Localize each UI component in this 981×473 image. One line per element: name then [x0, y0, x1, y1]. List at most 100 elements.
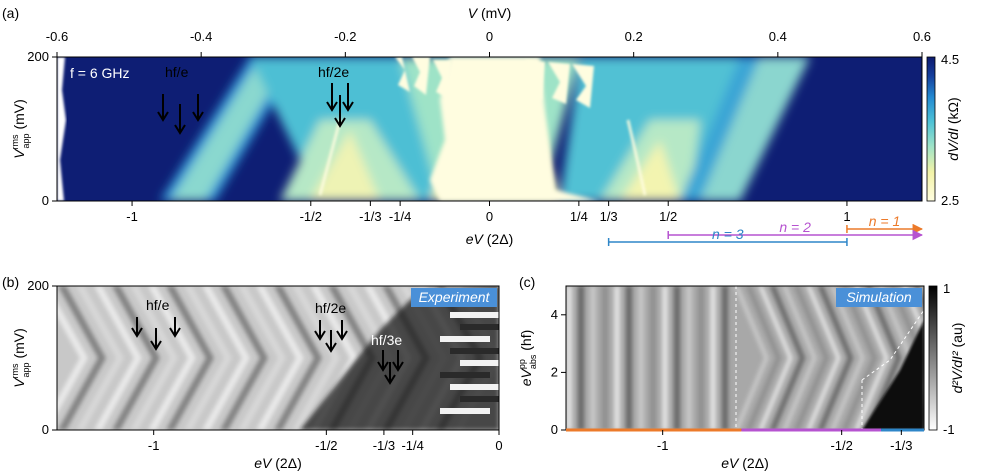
y-tick-label: 0 — [42, 193, 49, 208]
panel-b-hf-e: hf/e — [146, 297, 170, 313]
y-label-sup: rms — [10, 134, 20, 149]
bottom-tick-label: 1/4 — [570, 209, 588, 224]
c-x-label-var: eV — [721, 455, 740, 471]
c-texture-stripe — [638, 286, 644, 430]
top-axis-label-unit: (mV) — [477, 5, 511, 21]
panel-b: (b) Experiment hf/e hf/2e hf/3e -1 -1/2 -1… — [2, 274, 503, 471]
panel-b-x-axis-label: eV (2Δ) — [254, 455, 301, 471]
b-x-tick-label: -1/3 — [373, 438, 395, 453]
panel-a-top-axis-label: V (mV) — [468, 5, 512, 21]
y-label-main: V — [11, 148, 27, 159]
c-x-tick-label: -1 — [657, 438, 669, 453]
bottom-axis-label-unit: (2Δ) — [483, 231, 513, 247]
c-texture-stripe — [650, 286, 656, 430]
colorbar-c-label-unit: (au) — [949, 323, 965, 352]
top-tick-label: 0.2 — [625, 29, 643, 44]
bottom-tick-label: 1/3 — [600, 209, 618, 224]
colorbar-c-min: -1 — [943, 422, 955, 437]
panel-c-colorbar: 1 -1 d²V/dI² (au) — [928, 281, 965, 437]
c-x-tick-label: -1/2 — [830, 438, 852, 453]
bottom-tick-label: 1 — [843, 209, 850, 224]
c-texture-stripe — [686, 286, 692, 430]
b-texture-block — [460, 324, 499, 330]
panel-c-x-axis-label: eV (2Δ) — [721, 455, 768, 471]
colorbar-a-label-main: dV/dI — [945, 128, 961, 161]
top-tick-label: -0.2 — [334, 29, 356, 44]
arrow-hf-2e-2 — [334, 95, 346, 128]
b-texture-stripe — [57, 302, 88, 414]
c-texture-stripe — [590, 286, 596, 430]
panel-c-x-axis: -1 -1/2 -1/3 eV (2Δ) — [657, 430, 913, 471]
hf-e-annotation: hf/e — [165, 64, 189, 80]
panel-b-heatmap — [57, 286, 499, 430]
panel-b-arrows — [131, 317, 404, 385]
colorbar-c — [928, 285, 938, 431]
hf-2e-annotation: hf/2e — [318, 64, 349, 80]
b-x-label-var: eV — [254, 455, 273, 471]
c-texture-stripe — [698, 286, 704, 430]
b-y-label-main: V — [11, 377, 27, 388]
c-texture-stripe — [662, 286, 668, 430]
panel-c-label: (c) — [519, 274, 535, 290]
panel-b-label: (b) — [2, 274, 19, 290]
b-y-label-sup: rms — [10, 363, 20, 378]
colorbar-a-min: 2.5 — [941, 193, 959, 208]
panel-a: (a) — [2, 5, 961, 247]
arrow-hf-e-2 — [174, 104, 186, 135]
b-y-label-sub: app — [21, 362, 31, 377]
b-texture-block — [460, 360, 499, 366]
panel-a-colorbar: 4.5 2.5 dV/dI (kΩ) — [926, 52, 961, 208]
panel-b-y-axis: 0 200 Vrmsapp (mV) — [10, 278, 57, 437]
top-tick-label: 0.4 — [769, 29, 787, 44]
c-y-label-sub: abs — [528, 354, 538, 369]
c-texture-stripe — [626, 286, 632, 430]
bottom-tick-label: -1/2 — [300, 209, 322, 224]
b-texture-block — [450, 312, 499, 318]
panel-c-heatmap — [566, 286, 924, 430]
c-texture-stripe — [602, 286, 608, 430]
c-texture-stripe — [614, 286, 620, 430]
y-tick-label: 200 — [27, 49, 49, 64]
panel-c-y-axis-label: eVppabs (hf) — [517, 330, 538, 387]
b-x-label-unit: (2Δ) — [271, 455, 301, 471]
panel-b-hf-3e: hf/3e — [371, 332, 402, 348]
top-tick-label: 0.6 — [913, 29, 931, 44]
b-texture-block — [450, 384, 499, 390]
panel-b-x-axis: -1 -1/2 -1/3 -1/4 0 eV (2Δ) — [148, 430, 503, 471]
c-y-tick-label: 0 — [551, 422, 558, 437]
arrow-hf-e-1 — [157, 94, 169, 122]
b-texture-block — [440, 372, 490, 378]
panel-a-heatmap — [57, 57, 922, 201]
panel-a-bottom-axis: -1 -1/2 -1/3 -1/4 0 1/4 1/3 1/2 1 eV (2Δ) — [126, 201, 851, 247]
panel-c: (c) Simulation -1 -1/2 -1/3 eV (2Δ) 0 2 4 eV… — [517, 274, 965, 471]
bottom-tick-label: 1/2 — [659, 209, 677, 224]
bottom-tick-label: -1/3 — [359, 209, 381, 224]
panel-a-label: (a) — [2, 5, 19, 21]
c-y-label-sup: pp — [517, 359, 527, 369]
panel-b-y-axis-label: Vrmsapp (mV) — [10, 328, 31, 388]
panel-a-y-axis: 0 200 Vrmsapp (mV) — [10, 49, 57, 208]
top-axis-label-var: V — [468, 5, 479, 21]
panel-a-arrows — [157, 83, 354, 135]
c-y-label-unit: (hf) — [518, 330, 534, 355]
experiment-tag — [411, 288, 497, 307]
colorbar-a-label: dV/dI (kΩ) — [945, 97, 961, 160]
top-tick-label: -0.6 — [46, 29, 68, 44]
c-texture-stripe — [722, 286, 728, 430]
b-texture-block — [440, 336, 490, 342]
bottom-tick-label: -1/4 — [389, 209, 411, 224]
y-label-unit: (mV) — [11, 99, 27, 133]
c-texture-stripe — [578, 286, 584, 430]
arrow-hf-e-3 — [192, 94, 204, 122]
simulation-tag — [836, 288, 922, 307]
b-y-label-unit: (mV) — [11, 328, 27, 362]
c-y-tick-label: 2 — [551, 364, 558, 379]
multiplet-lines: n = 1 n = 2 n = 3 — [607, 213, 924, 246]
multiplet-label: n = 1 — [869, 213, 901, 229]
panel-c-y-axis: 0 2 4 eVppabs (hf) — [517, 307, 566, 437]
colorbar-c-label-main: d²V/dI² — [949, 350, 965, 393]
c-y-tick-label: 4 — [551, 307, 558, 322]
colorbar-a-max: 4.5 — [941, 52, 959, 67]
b-texture-block — [440, 408, 490, 414]
b-texture-block — [460, 396, 499, 402]
